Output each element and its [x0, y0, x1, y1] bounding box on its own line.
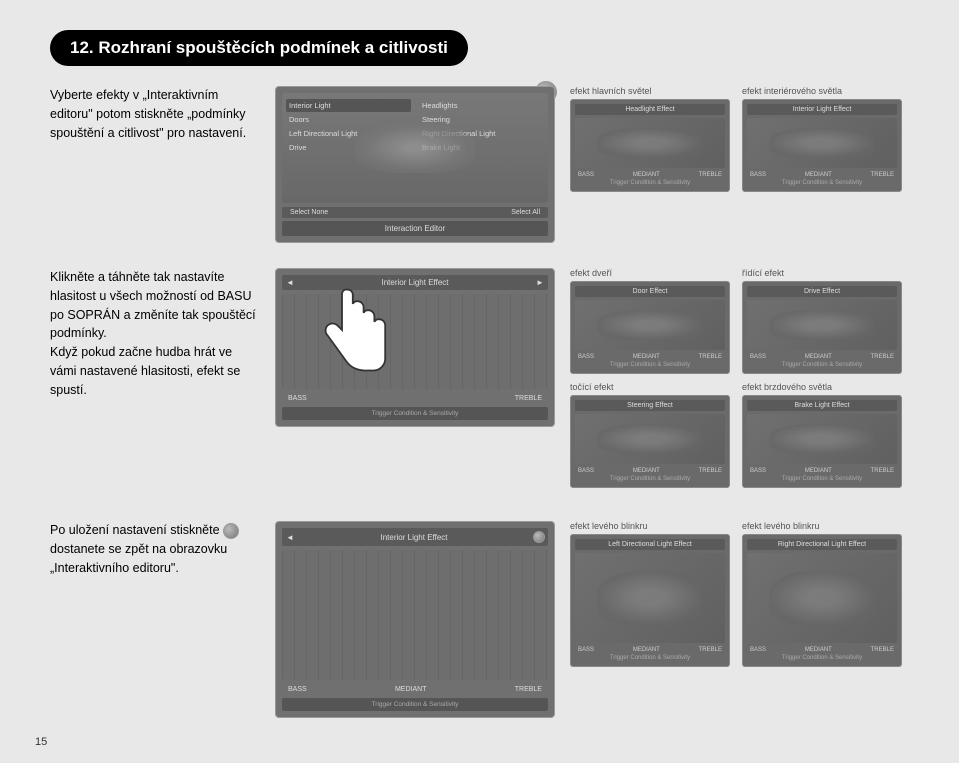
label-steering: točící efekt: [570, 382, 730, 392]
back-icon[interactable]: [223, 523, 239, 539]
text-section-3: Po uložení nastavení stiskněte dostanete…: [50, 521, 260, 579]
panel-right-blinker: Right Directional Light Effect BASSMEDIA…: [742, 534, 902, 667]
panel-drive: Drive Effect BASSMEDIANTTREBLE Trigger C…: [742, 281, 902, 374]
interaction-editor-panel: Interior Light Doors Left Directional Li…: [275, 86, 555, 243]
text-section-1: Vyberte efekty v „Interaktivním editoru"…: [50, 86, 260, 144]
slider-panel: ◄ Interior Light Effect ► BASS TREBLE Tr…: [275, 268, 555, 427]
select-none-button[interactable]: Select None: [290, 209, 328, 216]
panel-brake: Brake Light Effect BASSMEDIANTTREBLE Tri…: [742, 395, 902, 488]
page-number: 15: [35, 736, 47, 748]
select-all-button[interactable]: Select All: [511, 209, 540, 216]
slider-grid-2[interactable]: [282, 550, 548, 680]
panel-headlight: Headlight Effect BASSMEDIANTTREBLE Trigg…: [570, 99, 730, 192]
label-drive: řídící efekt: [742, 268, 902, 278]
label-left-blinker: efekt levého blinkru: [570, 521, 730, 531]
section-title: 12. Rozhraní spouštěcích podmínek a citl…: [50, 30, 468, 66]
panel-door: Door Effect BASSMEDIANTTREBLE Trigger Co…: [570, 281, 730, 374]
label-door: efekt dveří: [570, 268, 730, 278]
panel-steering: Steering Effect BASSMEDIANTTREBLE Trigge…: [570, 395, 730, 488]
panel-interior: Interior Light Effect BASSMEDIANTTREBLE …: [742, 99, 902, 192]
panel-left-blinker: Left Directional Light Effect BASSMEDIAN…: [570, 534, 730, 667]
label-right-blinker: efekt levého blinkru: [742, 521, 902, 531]
slider-panel-2: ◄ Interior Light Effect BASS MEDIANT TRE…: [275, 521, 555, 718]
label-interior: efekt interiérového světla: [742, 86, 902, 96]
row-1: Vyberte efekty v „Interaktivním editoru"…: [50, 86, 909, 243]
row-2: Klikněte a táhněte tak nastavíte hlasito…: [50, 268, 909, 496]
text-section-2: Klikněte a táhněte tak nastavíte hlasito…: [50, 268, 260, 401]
label-headlight: efekt hlavních světel: [570, 86, 730, 96]
finger-icon: [306, 279, 396, 399]
label-brake: efekt brzdového světla: [742, 382, 902, 392]
row-3: Po uložení nastavení stiskněte dostanete…: [50, 521, 909, 718]
